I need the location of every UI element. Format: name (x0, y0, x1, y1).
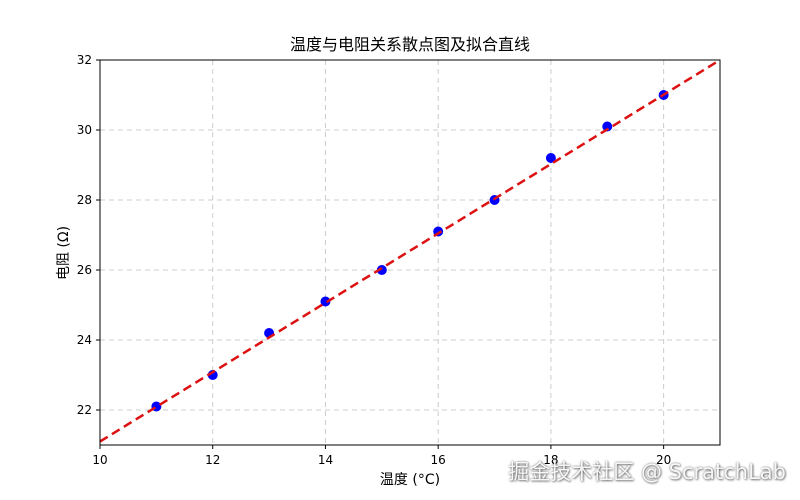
y-tick-label: 32 (77, 53, 92, 67)
x-axis-label: 温度 (°C) (380, 472, 440, 488)
x-tick-label: 12 (205, 453, 220, 467)
axis-ticks: 10 12 14 16 18 20 22 24 26 28 30 32 (77, 53, 672, 467)
y-tick-label: 30 (77, 123, 92, 137)
data-point (602, 121, 613, 132)
x-tick-label: 14 (318, 453, 333, 467)
y-axis-label: 电阻 (Ω) (56, 226, 72, 280)
chart-title: 温度与电阻关系散点图及拟合直线 (290, 35, 530, 54)
data-point (376, 265, 387, 275)
x-tick-label: 20 (656, 453, 671, 467)
plot-series (100, 60, 720, 443)
data-point (545, 153, 556, 163)
x-tick-label: 16 (431, 453, 446, 467)
y-tick-label: 24 (77, 333, 92, 347)
x-tick-label: 18 (543, 453, 558, 467)
x-tick-label: 10 (92, 453, 107, 467)
y-tick-label: 22 (77, 403, 92, 417)
y-tick-label: 26 (77, 263, 92, 277)
plot-frame (99, 59, 721, 446)
y-tick-label: 28 (77, 193, 92, 207)
watermark: 掘金技术社区 @ ScratchLab (508, 460, 786, 484)
data-point (320, 296, 331, 307)
fit-line (100, 60, 720, 443)
